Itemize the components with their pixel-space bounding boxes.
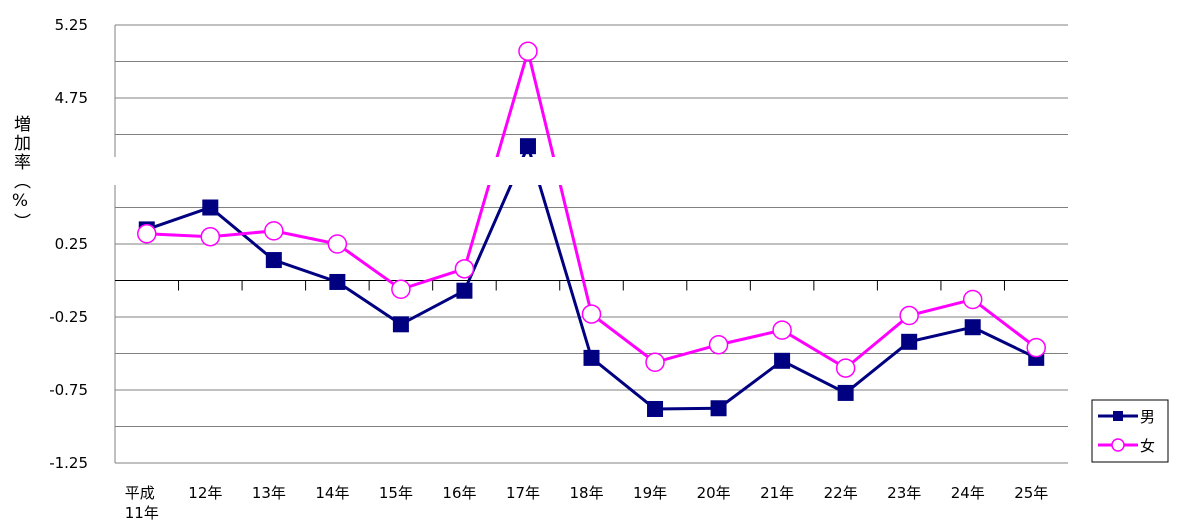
x-tick-label: 21年	[760, 484, 795, 502]
marker	[519, 138, 536, 155]
marker	[581, 304, 602, 324]
marker	[265, 252, 282, 269]
y-tick-label: 0.25	[54, 235, 88, 253]
marker	[202, 199, 219, 216]
marker	[200, 226, 221, 247]
legend-label: 男	[1140, 408, 1155, 426]
marker	[518, 41, 538, 62]
marker	[837, 384, 854, 401]
marker	[645, 352, 665, 373]
x-tick-label: 13年	[251, 484, 286, 502]
x-tick-label: 24年	[950, 484, 985, 502]
marker	[899, 305, 919, 326]
y-tick-label: 5.25	[54, 16, 88, 34]
marker	[647, 400, 664, 417]
marker	[137, 224, 157, 244]
marker	[774, 352, 791, 369]
x-tick-label: 15年	[378, 484, 413, 502]
x-tick-label: 18年	[569, 484, 604, 502]
marker	[454, 259, 475, 279]
y-tick-label: -1.25	[49, 454, 88, 472]
y-tick-label: -0.75	[49, 381, 88, 399]
marker	[710, 400, 727, 417]
x-tick-label: 17年	[505, 484, 541, 502]
marker	[964, 319, 981, 336]
marker	[901, 333, 918, 350]
marker	[264, 221, 284, 241]
x-tick-label: 22年	[823, 484, 858, 502]
marker	[583, 349, 600, 366]
legend-box	[1091, 399, 1169, 463]
x-tick-label: 20年	[696, 484, 731, 502]
x-tick-label: 23年	[887, 484, 922, 502]
legend-label: 女	[1140, 437, 1155, 455]
series-line	[146, 141, 1037, 411]
marker	[1111, 438, 1125, 452]
marker	[1026, 337, 1046, 358]
marker	[392, 316, 409, 333]
y-axis-title: 増加率（%）	[10, 115, 30, 232]
marker	[329, 273, 346, 290]
axis-break	[113, 157, 1072, 185]
y-tick-label: -0.25	[49, 308, 88, 326]
marker	[327, 234, 348, 254]
marker	[456, 282, 473, 299]
y-tick-label: 4.75	[54, 89, 88, 107]
marker	[835, 358, 856, 378]
marker	[772, 320, 792, 340]
marker	[1113, 411, 1123, 421]
x-tick-label: 25年	[1014, 484, 1049, 502]
x-tick-label: 12年	[188, 484, 223, 502]
x-tick-label: 14年	[315, 484, 350, 502]
marker	[962, 289, 983, 310]
x-tick-label: 16年	[442, 484, 477, 502]
x-tick-label: 19年	[633, 484, 668, 502]
marker	[391, 279, 411, 300]
marker	[708, 334, 729, 355]
x-tick-label: 平成 11年	[124, 484, 159, 522]
